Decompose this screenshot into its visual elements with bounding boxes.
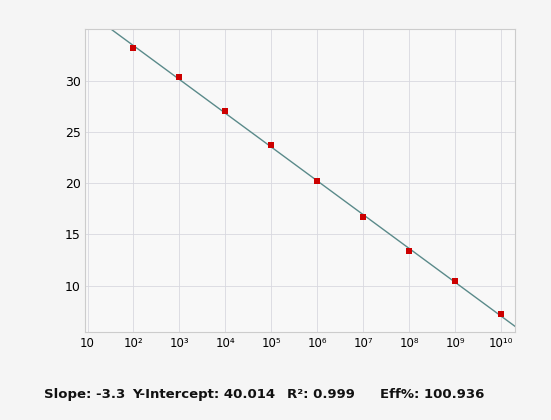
Text: Slope: -3.3: Slope: -3.3 [44, 388, 125, 401]
Text: Y-Intercept: 40.014: Y-Intercept: 40.014 [132, 388, 276, 401]
Point [313, 178, 322, 184]
Point [129, 45, 138, 51]
Point [175, 73, 184, 80]
Point [267, 142, 276, 149]
Text: Eff%: 100.936: Eff%: 100.936 [380, 388, 484, 401]
Point [359, 214, 368, 220]
Point [451, 277, 460, 284]
Text: R²: 0.999: R²: 0.999 [287, 388, 354, 401]
Point [497, 311, 506, 318]
Point [405, 247, 414, 254]
Point [221, 108, 230, 115]
